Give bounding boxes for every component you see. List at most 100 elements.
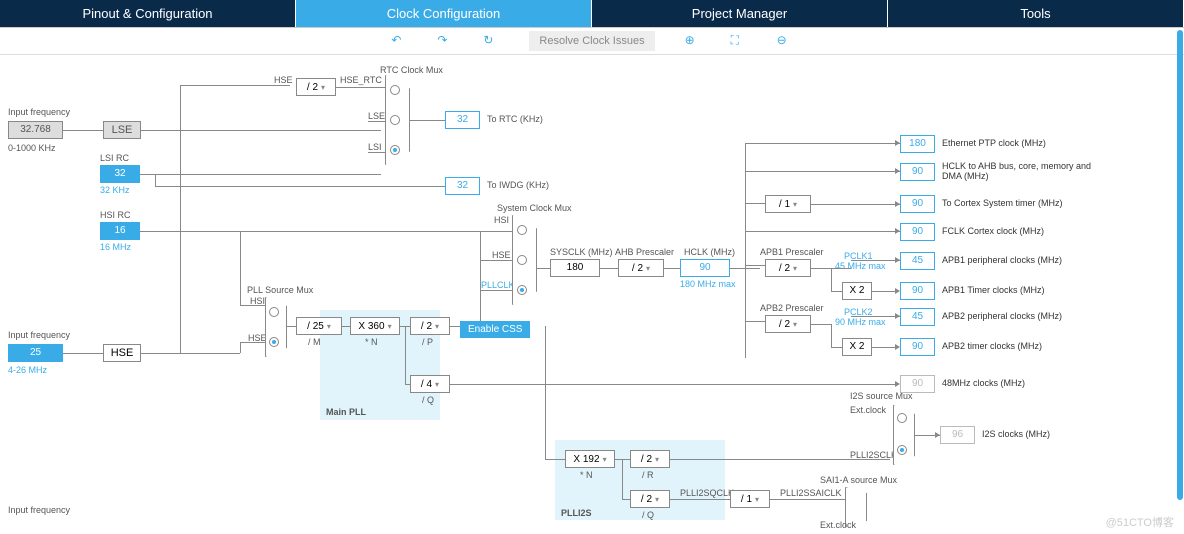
hse-freq-value[interactable]: 25 (8, 344, 63, 362)
ahb-presc[interactable]: / 2 (618, 259, 664, 277)
wire (745, 143, 895, 144)
clock-canvas[interactable]: Input frequency 32.768 0-1000 KHz LSE LS… (0, 54, 1184, 534)
pll-radio-hse[interactable] (269, 337, 279, 347)
arrow-icon (895, 257, 900, 263)
sys-radio-hsi[interactable] (517, 225, 527, 235)
hclk-value[interactable]: 90 (680, 259, 730, 277)
lse-freq-label: Input frequency (8, 107, 70, 117)
pll-divM[interactable]: / 25 (296, 317, 342, 335)
cortex-div[interactable]: / 1 (765, 195, 811, 213)
wire (336, 87, 385, 88)
wire (368, 152, 385, 153)
wire (745, 171, 895, 172)
plli2s-divQ[interactable]: / 2 (630, 490, 670, 508)
arrow-icon (895, 313, 900, 319)
wire (63, 353, 103, 354)
apb1-div[interactable]: / 2 (765, 259, 811, 277)
zoom-out-icon[interactable]: ⊖ (777, 33, 793, 49)
rtc-val: 32 (445, 111, 480, 129)
rtc-lsi-lbl: LSI (368, 142, 382, 152)
pll-src-mux[interactable] (265, 297, 287, 357)
lse-source[interactable]: LSE (103, 121, 141, 139)
lsi-value: 32 (100, 165, 140, 183)
arrow-icon (895, 381, 900, 387)
pll-divM-lbl: / M (308, 337, 321, 347)
pll-divP-lbl: / P (422, 337, 433, 347)
sysmux-hse: HSE (492, 250, 511, 260)
wire (831, 268, 832, 291)
wire (745, 143, 746, 358)
redo-icon[interactable]: ↷ (437, 33, 453, 49)
apb1-x2: X 2 (842, 282, 872, 300)
wire (450, 384, 895, 385)
scrollbar-right[interactable] (1177, 30, 1183, 500)
out-apb2p-val: 45 (900, 308, 935, 326)
sys-radio-pll[interactable] (517, 285, 527, 295)
wire (831, 347, 842, 348)
tab-clock[interactable]: Clock Configuration (296, 0, 592, 27)
wire (140, 174, 381, 175)
pll-mulN[interactable]: X 360 (350, 317, 400, 335)
sys-radio-hse[interactable] (517, 255, 527, 265)
wire (745, 321, 765, 322)
plli2s-label: PLLI2S (561, 508, 592, 518)
lse-freq-value[interactable]: 32.768 (8, 121, 63, 139)
refresh-icon[interactable]: ↻ (483, 33, 499, 49)
wire (141, 353, 240, 354)
undo-icon[interactable]: ↶ (391, 33, 407, 49)
hclk-max: 180 MHz max (680, 279, 736, 289)
enable-css-button[interactable]: Enable CSS (460, 321, 530, 338)
zoom-in-icon[interactable]: ⊕ (685, 33, 701, 49)
wire (545, 459, 565, 460)
wire (851, 260, 900, 261)
wire (480, 260, 512, 261)
i2s-radio-ext[interactable] (897, 413, 907, 423)
pll-divP[interactable]: / 2 (410, 317, 450, 335)
sysclk-value[interactable]: 180 (550, 259, 600, 277)
out-fclk-val: 90 (900, 223, 935, 241)
rtc-radio-lse[interactable] (390, 115, 400, 125)
wire (537, 268, 550, 269)
out-fclk-label: FCLK Cortex clock (MHz) (942, 226, 1044, 236)
wire (405, 326, 406, 384)
resolve-button[interactable]: Resolve Clock Issues (529, 31, 654, 51)
rtc-radio-hse[interactable] (390, 85, 400, 95)
rtc-radio-lsi[interactable] (390, 145, 400, 155)
plli2s-divR[interactable]: / 2 (630, 450, 670, 468)
out-48-val: 90 (900, 375, 935, 393)
pll-radio-hsi[interactable] (269, 307, 279, 317)
wire (140, 231, 512, 232)
i2s-sclk: PLLI2SCLK (850, 450, 897, 460)
tab-pinout[interactable]: Pinout & Configuration (0, 0, 296, 27)
rtc-hse-div[interactable]: / 2 (296, 78, 336, 96)
i2s-radio-pll[interactable] (897, 445, 907, 455)
hsi-note: 16 MHz (100, 242, 131, 252)
iwdg-val: 32 (445, 177, 480, 195)
hse-range: 4-26 MHz (8, 365, 47, 375)
sysmux-hsi: HSI (494, 215, 509, 225)
wire (622, 499, 630, 500)
arrow-icon (895, 228, 900, 234)
plli2s-mulN[interactable]: X 192 (565, 450, 615, 468)
wire (811, 204, 895, 205)
sai-div[interactable]: / 1 (730, 490, 770, 508)
toolbar: ↶ ↷ ↻ Resolve Clock Issues ⊕ ⛶ ⊖ (0, 28, 1184, 54)
out-hclk-label: HCLK to AHB bus, core, memory and DMA (M… (942, 161, 1102, 181)
plli2s-divQ-lbl: / Q (642, 510, 654, 520)
out-48-label: 48MHz clocks (MHz) (942, 378, 1025, 388)
tab-project[interactable]: Project Manager (592, 0, 888, 27)
pll-divQ[interactable]: / 4 (410, 375, 450, 393)
wire (63, 130, 103, 131)
wire (745, 231, 895, 232)
wire (342, 326, 350, 327)
apb2-div[interactable]: / 2 (765, 315, 811, 333)
hse-source[interactable]: HSE (103, 344, 141, 362)
tab-tools[interactable]: Tools (888, 0, 1184, 27)
wire (770, 499, 845, 500)
wire (141, 130, 381, 131)
wire (405, 384, 410, 385)
wire (155, 186, 445, 187)
wire (287, 326, 296, 327)
fit-icon[interactable]: ⛶ (731, 33, 747, 49)
arrow-icon (935, 432, 940, 438)
